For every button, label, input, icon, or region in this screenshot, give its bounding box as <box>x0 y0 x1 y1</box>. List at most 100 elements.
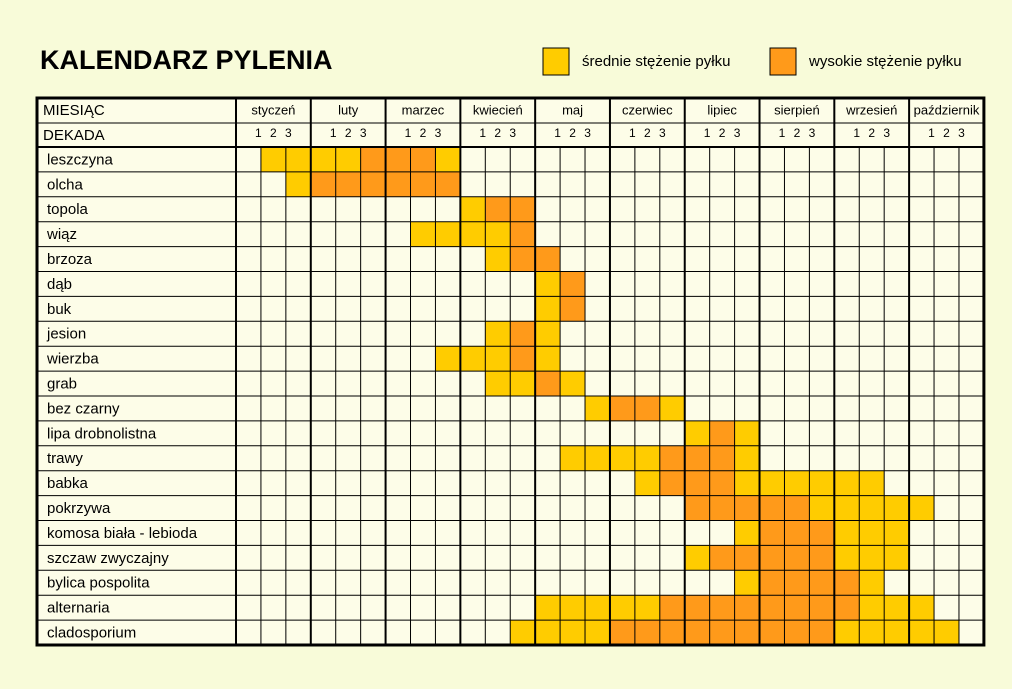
pollen-cell <box>759 620 785 645</box>
pollen-cell <box>634 595 660 621</box>
pollen-cell <box>734 620 760 645</box>
pollen-cell <box>360 147 386 172</box>
pollen-cell <box>734 470 760 496</box>
pollen-cell <box>659 470 685 496</box>
decade-label: 3 <box>883 126 890 140</box>
pollen-cell <box>435 221 461 247</box>
plant-name: lipa drobnolistna <box>47 425 157 442</box>
pollen-cell <box>684 545 710 571</box>
decade-label: 2 <box>345 126 352 140</box>
pollen-cell <box>510 196 536 222</box>
pollen-cell <box>510 346 536 372</box>
pollen-cell <box>884 545 910 571</box>
pollen-cell <box>435 346 461 372</box>
pollen-cell <box>535 296 561 322</box>
pollen-cell <box>485 196 511 222</box>
pollen-cell <box>809 470 835 496</box>
pollen-cell <box>684 495 710 521</box>
pollen-cell <box>659 445 685 471</box>
plant-name: buk <box>47 301 72 318</box>
pollen-cell <box>585 396 610 421</box>
decade-label: 3 <box>809 126 816 140</box>
plant-name: bylica pospolita <box>47 575 150 592</box>
pollen-cell <box>659 620 685 645</box>
pollen-cell <box>809 595 835 621</box>
pollen-cell <box>834 595 860 621</box>
decade-label: 1 <box>255 126 262 140</box>
pollen-cell <box>634 445 660 471</box>
pollen-cell <box>435 147 461 172</box>
pollen-cell <box>734 495 760 521</box>
pollen-cell <box>759 595 785 621</box>
pollen-cell <box>385 147 411 172</box>
month-label: marzec <box>402 102 445 117</box>
plant-name: komosa biała - lebioda <box>47 525 198 542</box>
pollen-cell <box>709 545 735 571</box>
pollen-cell <box>310 171 336 197</box>
plant-name: babka <box>47 475 89 492</box>
month-header: MIESIĄC <box>43 102 105 119</box>
pollen-cell <box>535 620 561 645</box>
pollen-cell <box>285 171 311 197</box>
month-label: styczeń <box>251 102 295 117</box>
month-label: wrzesień <box>845 102 897 117</box>
pollen-cell <box>535 246 561 272</box>
plant-name: bez czarny <box>47 400 120 417</box>
pollen-cell <box>734 545 760 571</box>
pollen-cell <box>535 271 561 297</box>
decade-label: 2 <box>420 126 427 140</box>
pollen-cell <box>709 470 735 496</box>
pollen-cell <box>834 495 860 521</box>
pollen-cell <box>485 246 511 272</box>
decade-label: 1 <box>928 126 935 140</box>
pollen-cell <box>435 171 461 197</box>
pollen-cell <box>585 595 610 621</box>
pollen-cell <box>585 445 610 471</box>
decade-label: 3 <box>360 126 367 140</box>
decade-label: 1 <box>330 126 337 140</box>
pollen-cell <box>784 520 810 546</box>
table-border <box>35 96 986 647</box>
pollen-cell <box>884 620 910 645</box>
plant-name: trawy <box>47 450 83 467</box>
pollen-cell <box>560 620 586 645</box>
pollen-cell <box>759 470 785 496</box>
pollen-cell <box>784 495 810 521</box>
pollen-cell <box>734 520 760 546</box>
pollen-cell <box>485 321 511 347</box>
decade-label: 3 <box>734 126 741 140</box>
pollen-cell <box>934 620 959 645</box>
pollen-cell <box>460 346 486 372</box>
pollen-cell <box>784 470 810 496</box>
decade-label: 3 <box>509 126 516 140</box>
pollen-cell <box>609 620 635 645</box>
pollen-cell <box>535 371 561 396</box>
pollen-cell <box>485 371 511 396</box>
pollen-cell <box>859 620 885 645</box>
decade-label: 1 <box>853 126 860 140</box>
legend-swatch <box>542 47 570 76</box>
pollen-cell <box>859 545 885 571</box>
pollen-cell <box>859 520 885 546</box>
pollen-cell <box>884 520 910 546</box>
pollen-cell <box>784 620 810 645</box>
decade-label: 3 <box>958 126 965 140</box>
plant-name: szczaw zwyczajny <box>47 550 169 567</box>
month-label: luty <box>338 102 359 117</box>
plant-name: alternaria <box>47 600 110 617</box>
pollen-cell <box>809 520 835 546</box>
pollen-cell <box>709 595 735 621</box>
pollen-cell <box>834 470 860 496</box>
pollen-cell <box>659 396 685 421</box>
pollen-cell <box>784 570 810 596</box>
decade-label: 1 <box>704 126 711 140</box>
pollen-cell <box>684 420 710 446</box>
legend-label: wysokie stężenie pyłku <box>808 53 962 70</box>
pollen-cell <box>784 595 810 621</box>
decade-label: 3 <box>435 126 442 140</box>
pollen-cell <box>809 620 835 645</box>
decade-label: 2 <box>868 126 875 140</box>
pollen-cell <box>485 346 511 372</box>
pollen-cell <box>684 445 710 471</box>
decade-label: 1 <box>779 126 786 140</box>
